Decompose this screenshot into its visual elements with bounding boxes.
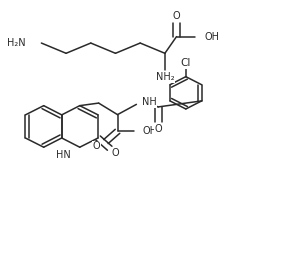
Text: HN: HN: [56, 150, 71, 160]
Text: OH: OH: [143, 126, 158, 136]
Text: NH: NH: [142, 97, 157, 107]
Text: O: O: [93, 141, 100, 151]
Text: O: O: [112, 148, 119, 158]
Text: Cl: Cl: [181, 58, 191, 68]
Text: NH₂: NH₂: [156, 72, 174, 82]
Text: OH: OH: [204, 32, 219, 42]
Text: O: O: [154, 124, 162, 134]
Text: O: O: [173, 11, 180, 21]
Text: H₂N: H₂N: [7, 38, 25, 48]
